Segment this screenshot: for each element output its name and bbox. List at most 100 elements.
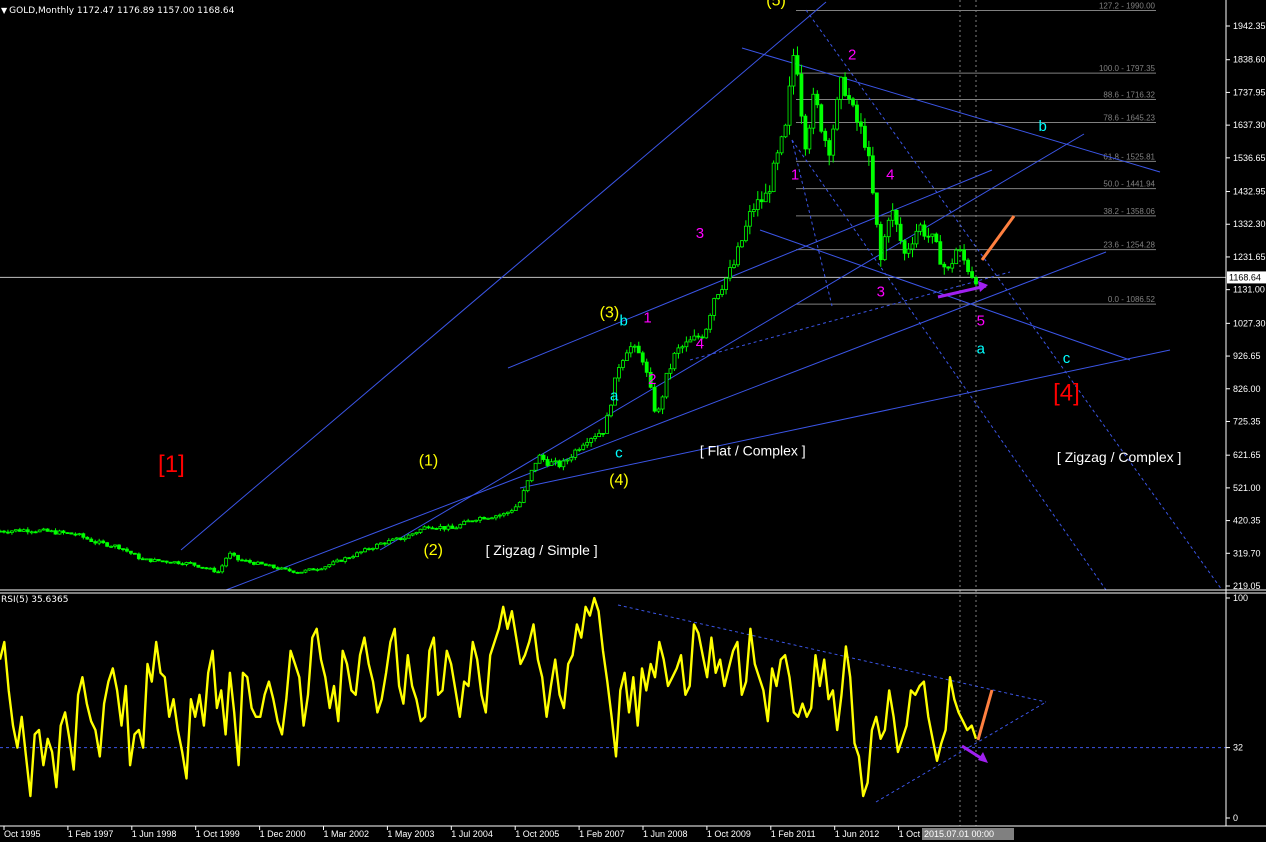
candle-body: [311, 568, 316, 571]
candle-body: [696, 335, 701, 338]
rsi-tick-label: 0: [1233, 813, 1238, 823]
candle-body: [287, 568, 292, 572]
candle-body: [656, 408, 661, 412]
candle-body: [21, 529, 26, 532]
trendline[interactable]: [805, 9, 1223, 591]
candle-body: [791, 55, 796, 87]
candle-body: [624, 352, 629, 362]
candle-body: [557, 460, 562, 468]
price-pane[interactable]: 127.2 - 1990.00 100.0 - 1797.35 88.6 - 171…: [0, 0, 1226, 826]
trendline[interactable]: [791, 139, 1107, 591]
candle-body: [736, 246, 740, 266]
current-price-box: [1227, 271, 1266, 284]
candle-body: [747, 211, 752, 227]
candle-body: [148, 558, 153, 563]
trendline[interactable]: [791, 139, 833, 307]
fib-label: 61.8 - 1525.81: [1103, 152, 1155, 161]
candle-body: [10, 530, 14, 534]
candle-body: [192, 562, 197, 566]
trendline[interactable]: [689, 271, 1011, 361]
candle-body: [386, 540, 391, 545]
price-tick-label: 1131.00: [1233, 285, 1265, 295]
candle-body: [942, 263, 947, 268]
candle-body: [815, 93, 820, 106]
candle-body: [200, 566, 205, 569]
candle-body: [418, 528, 423, 533]
candle-body: [807, 127, 812, 150]
candle-body: [676, 347, 681, 354]
candle-body: [359, 551, 363, 554]
candle-body: [498, 514, 502, 517]
candle-body: [132, 552, 137, 555]
trendline[interactable]: [379, 133, 1085, 551]
candle-body: [628, 346, 633, 354]
candle-body: [442, 526, 447, 530]
trendline[interactable]: [180, 1, 827, 551]
candle-body: [478, 516, 482, 521]
price-tick-label: 926.65: [1233, 351, 1261, 361]
candle-body: [819, 104, 824, 132]
candle-body: [930, 233, 935, 237]
candle-body: [609, 404, 613, 417]
price-tick-label: 1838.60: [1233, 55, 1266, 65]
candle-body: [462, 520, 467, 526]
candle-body: [136, 553, 141, 560]
price-tick-label: 319.70: [1233, 548, 1261, 558]
candle-body: [430, 527, 435, 530]
candle-body: [835, 98, 840, 130]
candle-body: [307, 568, 312, 571]
candle-body: [823, 130, 828, 141]
candle-body: [732, 264, 736, 268]
candle-body: [811, 93, 816, 129]
candle-body: [878, 224, 883, 261]
trendline[interactable]: [741, 47, 1161, 173]
candle-body: [378, 542, 383, 545]
candle-body: [140, 558, 145, 561]
candle-body: [561, 460, 566, 468]
trendline[interactable]: [225, 251, 1107, 591]
candle-body: [855, 104, 859, 123]
candle-body: [962, 249, 966, 261]
candle-body: [315, 568, 320, 571]
candle-body: [29, 531, 34, 534]
candle-body: [53, 530, 58, 535]
candles: [0, 46, 978, 574]
wave-label-wave-super: [1]: [158, 451, 185, 478]
candle-body: [890, 209, 895, 221]
time-tick-label: 1 Oct 2005: [515, 829, 559, 839]
candle-body: [271, 564, 276, 569]
candle-body: [57, 530, 62, 535]
candle-body: [743, 225, 748, 242]
time-tick-label: 1 Oct 2009: [707, 829, 751, 839]
candle-body: [660, 396, 665, 410]
candle-body: [946, 266, 951, 269]
time-tick-label: Oct 1995: [4, 829, 41, 839]
trendline[interactable]: [519, 349, 1171, 489]
wave-label-wave-abc: b: [1038, 118, 1046, 135]
candle-body: [295, 572, 300, 574]
fib-label: 78.6 - 1645.23: [1103, 114, 1155, 123]
candle-body: [168, 561, 173, 564]
candle-body: [843, 76, 847, 96]
candle-body: [597, 432, 601, 438]
candle-body: [275, 567, 280, 570]
rsi-line[interactable]: [0, 596, 978, 798]
candle-body: [866, 147, 871, 157]
candle-body: [938, 241, 943, 265]
candle-body: [581, 444, 586, 450]
chevron-down-icon[interactable]: ▼: [1, 6, 8, 15]
candle-body: [93, 541, 98, 544]
wave-label-wave-abc: c: [1063, 350, 1071, 367]
fib-label: 88.6 - 1716.32: [1103, 90, 1155, 99]
candle-body: [851, 98, 855, 106]
candle-body: [121, 548, 125, 551]
time-tick-label: 1 Mar 2002: [324, 829, 370, 839]
candle-body: [144, 558, 149, 561]
rsi-pane[interactable]: [0, 596, 1226, 803]
price-tick-label: 219.05: [1233, 581, 1261, 591]
candle-body: [533, 462, 538, 471]
candle-body: [712, 298, 717, 316]
candle-body: [537, 454, 542, 464]
candle-body: [172, 561, 177, 564]
trendline[interactable]: [507, 169, 993, 369]
